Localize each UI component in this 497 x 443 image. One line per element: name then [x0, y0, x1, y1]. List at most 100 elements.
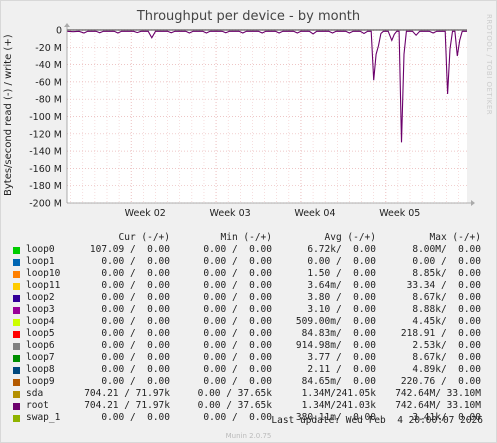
legend-swatch — [13, 271, 20, 278]
legend-max: 0.00 / 0.00 — [412, 256, 481, 267]
legend-row: swap_1 0.00 / 0.00 0.00 / 0.00 380.11m/ 0.0… — [0, 412, 497, 424]
legend-avg: 3.77 / 0.00 — [307, 352, 376, 363]
legend-cur: 107.09 / 0.00 — [89, 244, 170, 255]
legend-avg: 914.98m/ 0.00 — [295, 340, 376, 351]
rrdtool-watermark: RRDTOOL / TOBI OETIKER — [485, 14, 493, 116]
legend-name: loop4 — [26, 316, 55, 327]
legend-row: loop4 0.00 / 0.00 0.00 / 0.00 509.00m/ 0.00… — [0, 316, 497, 328]
legend-header-cur: Cur (-/+) — [118, 232, 170, 243]
legend-row: loop3 0.00 / 0.00 0.00 / 0.00 3.10 / 0.00 8.… — [0, 304, 497, 316]
legend-min: 0.00 / 0.00 — [203, 376, 272, 387]
legend-name: loop11 — [26, 280, 61, 291]
legend-max: 218.91 / 0.00 — [400, 328, 481, 339]
legend-cur: 0.00 / 0.00 — [101, 292, 170, 303]
series-line-root — [66, 30, 467, 143]
y-tick-label: -200 M — [29, 199, 62, 210]
legend-cur: 0.00 / 0.00 — [101, 328, 170, 339]
legend-row: sda 704.21 / 71.97k 0.00 / 37.65k 1.34M/241… — [0, 388, 497, 400]
legend-cur: 704.21 / 71.97k — [84, 388, 170, 399]
legend-min: 0.00 / 0.00 — [203, 316, 272, 327]
y-axis-arrow — [64, 23, 70, 27]
legend-max: 742.64M/ 33.10M — [395, 400, 481, 411]
legend-avg: 84.65m/ 0.00 — [301, 376, 376, 387]
legend-row: loop11 0.00 / 0.00 0.00 / 0.00 3.64m/ 0.00 3… — [0, 280, 497, 292]
legend-cur: 704.21 / 71.97k — [84, 400, 170, 411]
graph-title: Throughput per device - by month — [136, 9, 361, 24]
legend-min: 0.00 / 0.00 — [203, 412, 272, 423]
legend-avg: 380.11m/ 0.00 — [295, 412, 376, 423]
legend-row: loop9 0.00 / 0.00 0.00 / 0.00 84.65m/ 0.00 2… — [0, 376, 497, 388]
legend-min: 0.00 / 0.00 — [203, 280, 272, 291]
legend-min: 0.00 / 0.00 — [203, 304, 272, 315]
legend-min: 0.00 / 0.00 — [203, 292, 272, 303]
legend-name: loop0 — [26, 244, 55, 255]
last-update: Last update: Wed Feb 4 20:00:07 2026 — [271, 415, 483, 426]
legend-row: loop0 107.09 / 0.00 0.00 / 0.00 6.72k/ 0.00… — [0, 244, 497, 256]
legend-swatch — [13, 391, 20, 398]
legend-cur: 0.00 / 0.00 — [101, 268, 170, 279]
y-tick-label: -60 M — [35, 77, 62, 88]
legend-min: 0.00 / 0.00 — [203, 244, 272, 255]
legend-min: 0.00 / 0.00 — [203, 364, 272, 375]
legend-row: loop1 0.00 / 0.00 0.00 / 0.00 0.00 / 0.00 0.… — [0, 256, 497, 268]
x-axis-arrow — [471, 200, 475, 206]
legend-row: loop6 0.00 / 0.00 0.00 / 0.00 914.98m/ 0.00… — [0, 340, 497, 352]
legend-swatch — [13, 319, 20, 326]
legend-avg: 1.34M/241.05k — [301, 388, 376, 399]
legend-row: loop10 0.00 / 0.00 0.00 / 0.00 1.50 / 0.00 8… — [0, 268, 497, 280]
legend-row: loop5 0.00 / 0.00 0.00 / 0.00 84.83m/ 0.00 2… — [0, 328, 497, 340]
legend-header-avg: Avg (-/+) — [324, 232, 376, 243]
legend-swatch — [13, 355, 20, 362]
legend-avg: 6.72k/ 0.00 — [307, 244, 376, 255]
legend-row: root 704.21 / 71.97k 0.00 / 37.65k 1.34M/24… — [0, 400, 497, 412]
legend-avg: 0.00 / 0.00 — [307, 256, 376, 267]
legend-header: Cur (-/+) Min (-/+) Avg (-/+) Max (-/+) — [0, 232, 497, 244]
legend-cur: 0.00 / 0.00 — [101, 256, 170, 267]
legend-cur: 0.00 / 0.00 — [101, 304, 170, 315]
legend-max: 4.45k/ 0.00 — [412, 316, 481, 327]
legend-max: 3.41k/ 0.00 — [412, 412, 481, 423]
legend-row: loop8 0.00 / 0.00 0.00 / 0.00 2.11 / 0.00 4.… — [0, 364, 497, 376]
legend-name: root — [26, 400, 49, 411]
legend-swatch — [13, 295, 20, 302]
x-tick-label: Week 03 — [210, 208, 251, 219]
legend-swatch — [13, 343, 20, 350]
legend-swatch — [13, 367, 20, 374]
legend-name: loop7 — [26, 352, 55, 363]
legend-name: sda — [26, 388, 44, 399]
x-tick-label: Week 05 — [379, 208, 420, 219]
legend-min: 0.00 / 0.00 — [203, 352, 272, 363]
legend-max: 742.64M/ 33.10M — [395, 388, 481, 399]
legend-avg: 2.11 / 0.00 — [307, 364, 376, 375]
legend-cur: 0.00 / 0.00 — [101, 316, 170, 327]
legend-min: 0.00 / 0.00 — [203, 340, 272, 351]
x-tick-label: Week 04 — [294, 208, 335, 219]
legend-swatch — [13, 331, 20, 338]
legend-swatch — [13, 403, 20, 410]
legend-cur: 0.00 / 0.00 — [101, 364, 170, 375]
munin-version: Munin 2.0.75 — [225, 432, 272, 440]
legend-cur: 0.00 / 0.00 — [101, 412, 170, 423]
legend-swatch — [13, 379, 20, 386]
legend-max: 8.88k/ 0.00 — [412, 304, 481, 315]
legend-avg: 3.64m/ 0.00 — [307, 280, 376, 291]
legend-swatch — [13, 415, 20, 422]
legend-max: 2.53k/ 0.00 — [412, 340, 481, 351]
legend-avg: 3.10 / 0.00 — [307, 304, 376, 315]
legend-row: loop2 0.00 / 0.00 0.00 / 0.00 3.80 / 0.00 8.… — [0, 292, 497, 304]
legend-min: 0.00 / 0.00 — [203, 256, 272, 267]
y-tick-label: -20 M — [35, 43, 62, 54]
legend-max: 8.85k/ 0.00 — [412, 268, 481, 279]
y-tick-label: -100 M — [29, 112, 62, 123]
y-tick-label: -180 M — [29, 181, 62, 192]
legend-avg: 84.83m/ 0.00 — [301, 328, 376, 339]
y-tick-label: -120 M — [29, 129, 62, 140]
legend-name: loop10 — [26, 268, 61, 279]
legend-max: 8.67k/ 0.00 — [412, 352, 481, 363]
legend-name: loop5 — [26, 328, 55, 339]
legend-swatch — [13, 307, 20, 314]
y-tick-label: -40 M — [35, 60, 62, 71]
legend-cur: 0.00 / 0.00 — [101, 352, 170, 363]
legend-avg: 3.80 / 0.00 — [307, 292, 376, 303]
legend-max: 4.89k/ 0.00 — [412, 364, 481, 375]
